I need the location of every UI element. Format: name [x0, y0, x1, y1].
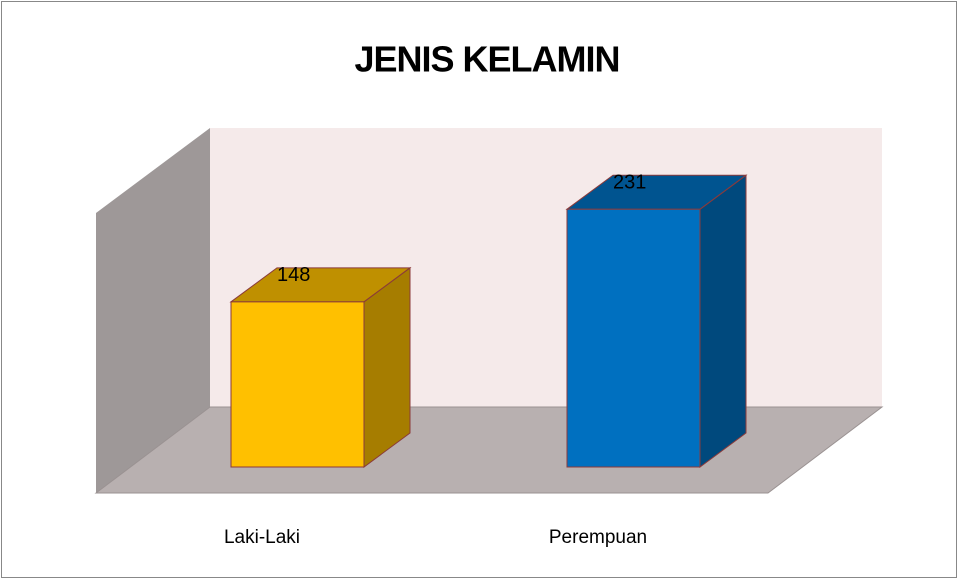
- value-label: 231: [613, 171, 646, 193]
- x-tick-label: Laki-Laki: [224, 527, 300, 548]
- value-label: 148: [277, 264, 310, 286]
- bar-front: [230, 301, 365, 468]
- bar-side: [363, 266, 411, 468]
- floor: [94, 406, 884, 494]
- x-tick-label: Perempuan: [549, 527, 647, 548]
- bar-front: [566, 208, 701, 468]
- bar: [229, 266, 412, 468]
- bar-side: [699, 174, 747, 468]
- side-wall: [96, 128, 210, 493]
- bar: [565, 174, 748, 468]
- chart-title: JENIS KELAMIN: [354, 39, 619, 80]
